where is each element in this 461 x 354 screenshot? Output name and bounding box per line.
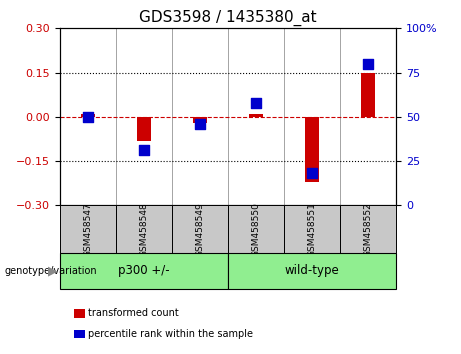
Title: GDS3598 / 1435380_at: GDS3598 / 1435380_at (139, 9, 317, 25)
Bar (116, 205, 172, 253)
Point (140, 148, 148, 153)
Text: GSM458548: GSM458548 (140, 202, 148, 257)
Text: GSM458549: GSM458549 (195, 202, 205, 257)
Point (196, 121, 204, 127)
Bar (193, 117, 207, 123)
Bar (60, 253, 228, 289)
Text: GSM458552: GSM458552 (364, 202, 373, 257)
Point (365, 61, 372, 67)
Bar (172, 205, 228, 253)
Text: p300 +/-: p300 +/- (118, 264, 170, 277)
Text: GSM458550: GSM458550 (252, 202, 261, 257)
Point (84, 114, 92, 120)
Text: wild-type: wild-type (285, 264, 340, 277)
Bar (305, 117, 319, 182)
Text: genotype/variation: genotype/variation (5, 266, 97, 276)
Text: GSM458551: GSM458551 (308, 202, 317, 257)
Bar (284, 205, 340, 253)
Point (309, 171, 316, 176)
Bar (228, 253, 396, 289)
Bar (137, 117, 151, 141)
Bar (361, 73, 375, 117)
Bar (228, 205, 284, 253)
Bar (340, 205, 396, 253)
Text: percentile rank within the sample: percentile rank within the sample (88, 329, 253, 339)
Bar (81, 114, 95, 117)
Text: ▶: ▶ (48, 264, 58, 277)
Text: transformed count: transformed count (88, 308, 178, 318)
Bar (60, 205, 116, 253)
Bar (249, 114, 263, 117)
Point (253, 100, 260, 105)
Text: GSM458547: GSM458547 (83, 202, 93, 257)
